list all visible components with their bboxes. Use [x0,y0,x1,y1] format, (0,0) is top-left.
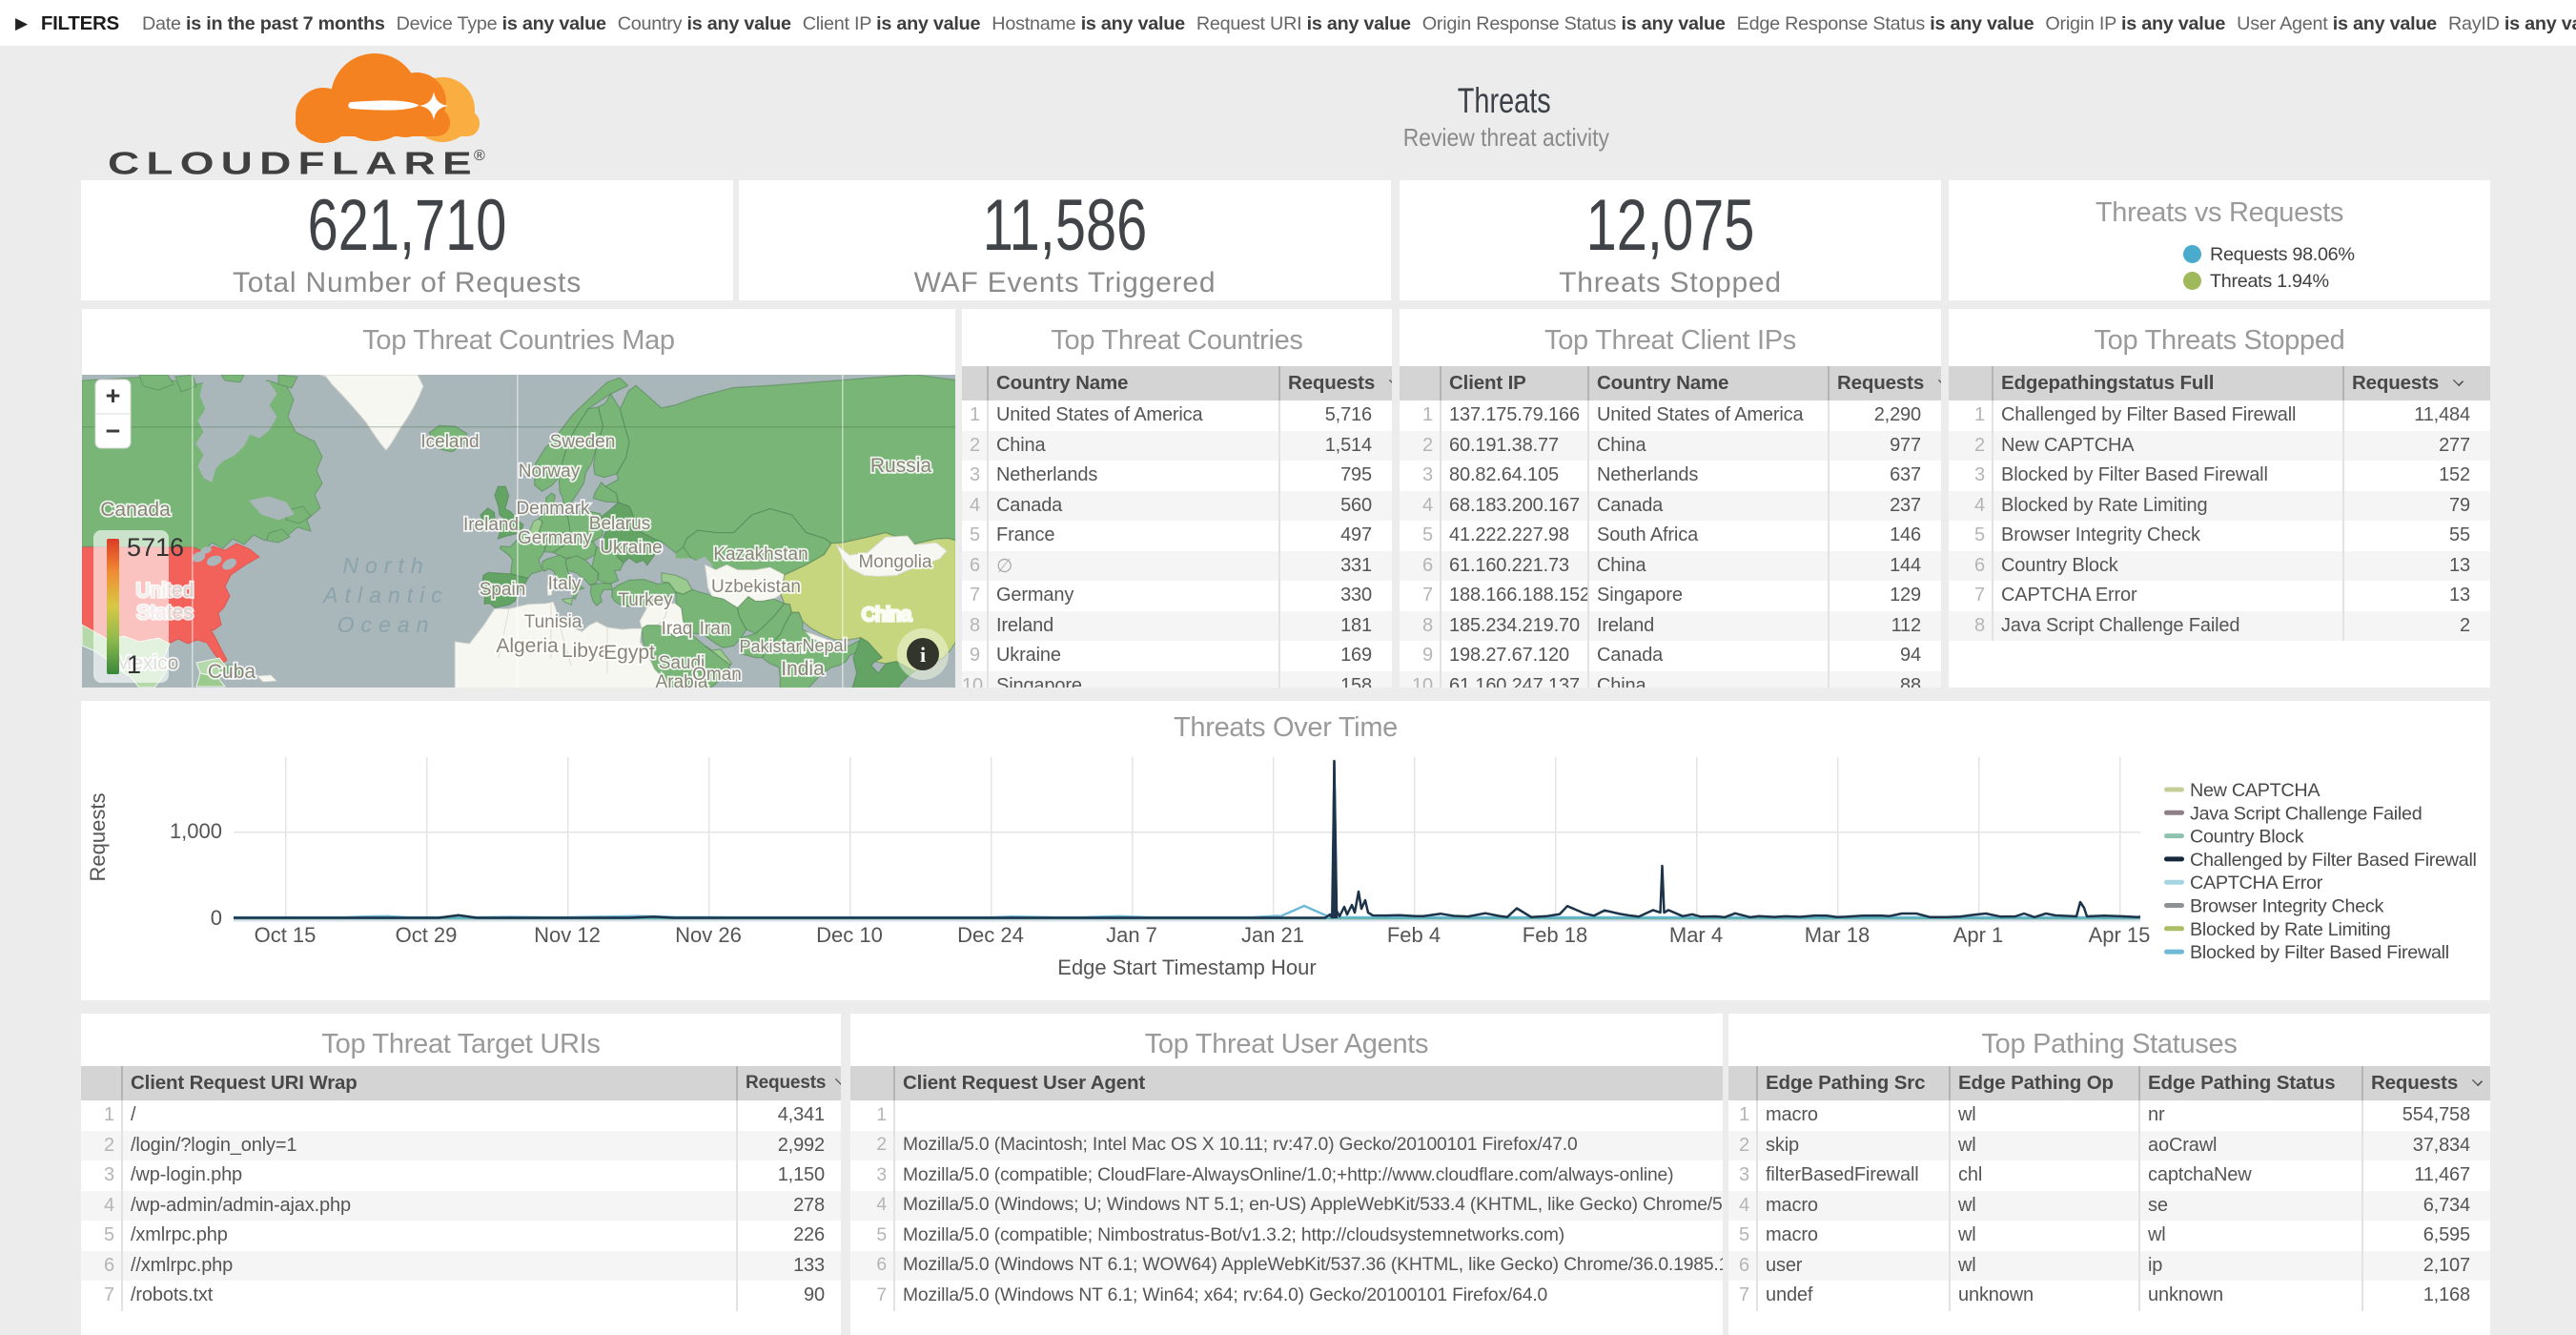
svg-text:Blocked by Filter Based Firewa: Blocked by Filter Based Firewall [2190,942,2449,963]
svg-text:Nov 12: Nov 12 [534,923,601,947]
svg-text:Edge Start Timestamp Hour: Edge Start Timestamp Hour [1057,955,1316,979]
svg-text:Requests: Requests [86,793,110,882]
svg-text:Iran: Iran [700,619,731,639]
svg-text:Oman: Oman [692,665,742,685]
svg-text:Atlantic: Atlantic [321,583,448,607]
svg-text:1,000: 1,000 [170,819,222,843]
svg-text:−: − [106,417,121,445]
svg-text:1: 1 [127,650,141,679]
svg-text:Apr 1: Apr 1 [1953,923,2004,947]
svg-text:China: China [862,605,912,626]
svg-text:Ocean: Ocean [337,612,436,637]
svg-text:Oct 29: Oct 29 [396,923,458,947]
svg-text:Sweden: Sweden [550,432,616,452]
svg-text:Blocked by Rate Limiting: Blocked by Rate Limiting [2190,919,2391,940]
svg-text:Kazakhstan: Kazakhstan [713,544,808,565]
svg-text:0: 0 [211,906,222,930]
svg-text:Mongolia: Mongolia [858,552,932,572]
svg-text:5716: 5716 [127,533,184,562]
svg-text:Dec 10: Dec 10 [816,923,883,947]
svg-text:Belarus: Belarus [589,514,650,534]
svg-text:Pakistan: Pakistan [739,637,805,656]
svg-text:Mar 18: Mar 18 [1805,923,1870,947]
svg-text:Arabia: Arabia [656,672,708,688]
svg-text:Jan 7: Jan 7 [1106,923,1157,947]
svg-text:CAPTCHA Error: CAPTCHA Error [2190,873,2323,893]
svg-text:North: North [342,553,429,578]
svg-text:Ireland: Ireland [463,515,519,535]
svg-text:Java Script Challenge Failed: Java Script Challenge Failed [2190,803,2422,824]
svg-text:Iceland: Iceland [420,432,479,452]
svg-text:Oct 15: Oct 15 [255,923,317,947]
svg-text:Turkey: Turkey [618,590,673,610]
svg-text:Russia: Russia [870,455,932,477]
svg-text:Tunisia: Tunisia [524,612,583,632]
svg-text:CLOUDFLARE: CLOUDFLARE [108,146,479,178]
svg-text:Feb 18: Feb 18 [1523,923,1588,947]
svg-text:Canada: Canada [100,499,171,521]
svg-text:Uzbekistan: Uzbekistan [711,577,801,597]
svg-text:Dec 24: Dec 24 [957,923,1024,947]
svg-text:Libya: Libya [562,640,610,662]
svg-text:Iraq: Iraq [662,619,693,639]
svg-text:Challenged by Filter Based Fir: Challenged by Filter Based Firewall [2190,850,2477,871]
svg-text:Browser Integrity Check: Browser Integrity Check [2190,896,2383,917]
svg-text:Country Block: Country Block [2190,827,2304,848]
svg-text:Denmark: Denmark [516,499,590,519]
svg-text:India: India [781,658,825,680]
svg-text:Cuba: Cuba [208,661,256,683]
svg-text:i: i [920,643,926,667]
svg-text:+: + [106,381,121,410]
svg-text:®: ® [474,148,485,164]
svg-text:Apr 15: Apr 15 [2089,923,2151,947]
svg-text:Germany: Germany [518,528,593,548]
svg-text:Spain: Spain [480,580,526,600]
svg-text:New CAPTCHA: New CAPTCHA [2190,780,2320,801]
svg-text:Algeria: Algeria [496,635,559,657]
svg-text:Saudi: Saudi [659,653,705,673]
svg-text:Jan 21: Jan 21 [1241,923,1304,947]
svg-text:Feb 4: Feb 4 [1387,923,1441,947]
svg-text:Norway: Norway [519,462,581,482]
svg-text:Nepal: Nepal [802,636,847,655]
svg-text:Ukraine: Ukraine [600,538,662,558]
svg-text:Italy: Italy [548,574,582,594]
svg-text:Nov 26: Nov 26 [675,923,742,947]
svg-text:Mar 4: Mar 4 [1669,923,1723,947]
svg-text:Egypt: Egypt [603,642,655,664]
